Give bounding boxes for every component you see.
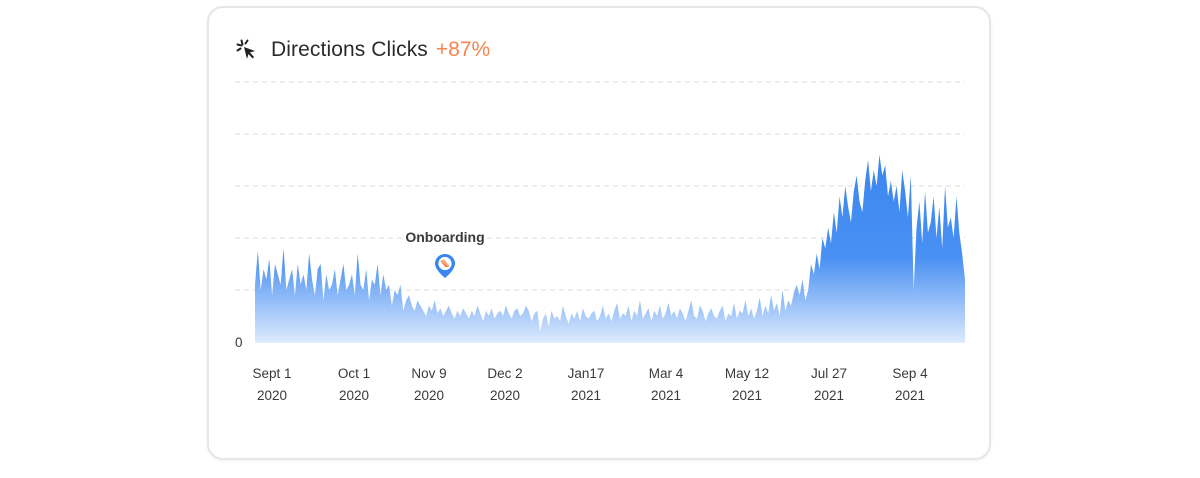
x-tick-label: Sept 1 xyxy=(252,366,291,381)
x-tick-label: Mar 4 xyxy=(649,366,684,381)
x-tick-label: Nov 9 xyxy=(411,366,446,381)
x-tick-year: 2020 xyxy=(414,388,444,403)
x-tick-label: Dec 2 xyxy=(487,366,522,381)
x-tick-label: Jan17 xyxy=(568,366,605,381)
x-tick-year: 2020 xyxy=(339,388,369,403)
directions-clicks-card: Directions Clicks +87% 0 Sept 1 2020 Oct 1… xyxy=(207,6,991,460)
series-area xyxy=(255,154,965,342)
card-title: Directions Clicks xyxy=(271,38,428,61)
y-tick-label: 0 xyxy=(235,335,243,350)
x-tick-year: 2021 xyxy=(732,388,762,403)
x-tick-label: May 12 xyxy=(725,366,769,381)
annotation-label: Onboarding xyxy=(405,229,484,245)
card-header: Directions Clicks +87% xyxy=(235,38,490,62)
x-tick-year: 2021 xyxy=(571,388,601,403)
x-tick-label: Jul 27 xyxy=(811,366,847,381)
x-tick-year: 2020 xyxy=(257,388,287,403)
x-tick-year: 2021 xyxy=(814,388,844,403)
x-tick-year: 2021 xyxy=(895,388,925,403)
y-axis: 0 xyxy=(235,335,243,350)
change-percent: +87% xyxy=(435,38,491,61)
x-axis: Sept 1 2020 Oct 1 2020 Nov 9 2020 Dec 2 2020 Jan… xyxy=(252,366,928,403)
directions-clicks-chart: 0 Sept 1 2020 Oct 1 2020 Nov 9 2020 Dec 2 2020 J… xyxy=(235,81,965,403)
x-tick-year: 2020 xyxy=(490,388,520,403)
x-tick-label: Oct 1 xyxy=(338,366,370,381)
cursor-click-icon xyxy=(236,39,255,59)
map-pin-icon[interactable] xyxy=(435,254,455,278)
x-tick-year: 2021 xyxy=(651,388,681,403)
annotation-onboarding: Onboarding xyxy=(405,229,485,278)
x-tick-label: Sep 4 xyxy=(892,366,928,381)
